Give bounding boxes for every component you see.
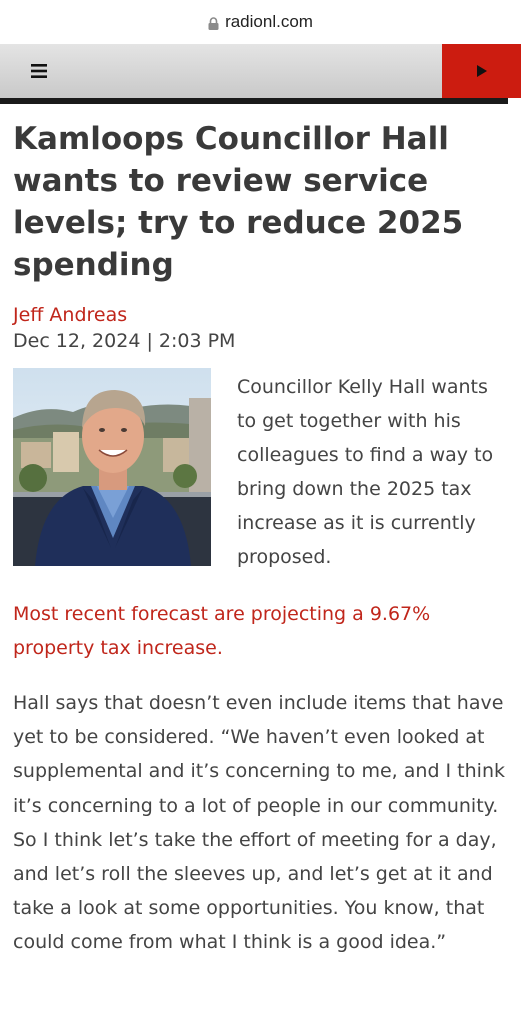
nav-divider <box>0 98 508 104</box>
article-body-paragraph: Hall says that doesn’t even include item… <box>13 692 505 954</box>
url-text: radionl.com <box>225 12 313 31</box>
article-highlight: Most recent forecast are projecting a 9.… <box>13 603 431 659</box>
article-intro: Councillor Kelly Hall wants to get toget… <box>237 376 494 568</box>
author-link[interactable]: Jeff Andreas <box>13 304 128 326</box>
councillor-photo <box>13 368 211 566</box>
article-dateline: Dec 12, 2024 | 2:03 PM <box>13 330 236 352</box>
play-live-button[interactable] <box>442 44 521 98</box>
article-title: Kamloops Councillor Hall wants to review… <box>13 121 464 283</box>
hamburger-menu-icon <box>31 64 47 78</box>
play-icon <box>476 65 487 77</box>
site-navbar <box>0 44 521 98</box>
menu-button[interactable] <box>22 57 56 85</box>
address-bar[interactable]: radionl.com <box>0 0 521 44</box>
lock-icon <box>208 16 219 30</box>
